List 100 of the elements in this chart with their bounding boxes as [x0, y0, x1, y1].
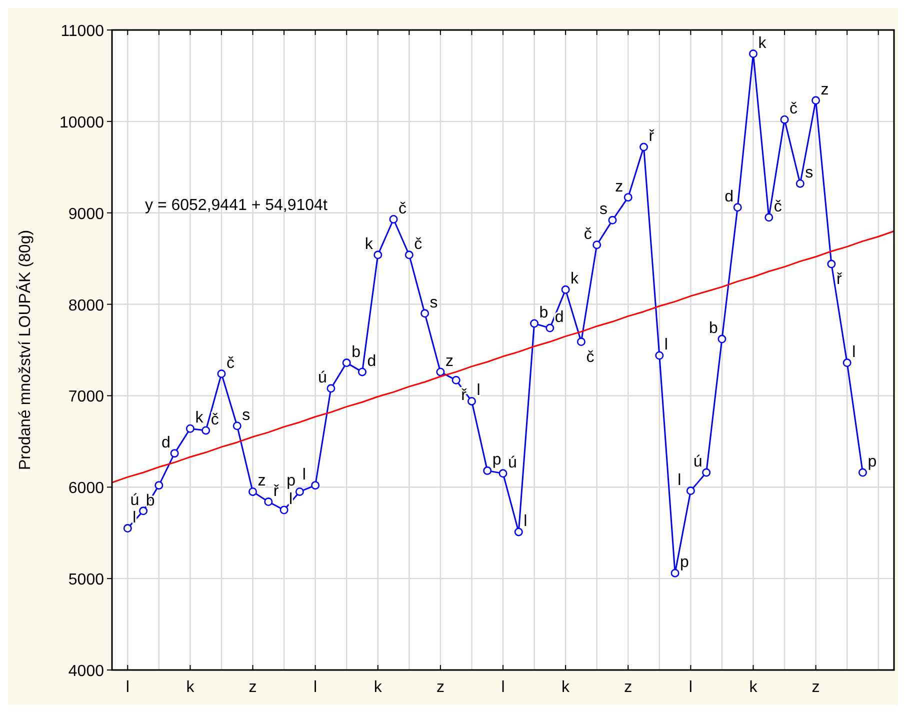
- data-label: d: [367, 352, 376, 370]
- x-tick-label: z: [812, 679, 820, 696]
- data-label: č: [586, 348, 594, 366]
- data-label: k: [570, 270, 580, 288]
- point: [232, 422, 242, 430]
- data-label: ř: [461, 387, 468, 404]
- data-label: p: [680, 554, 690, 572]
- data-label: č: [210, 411, 219, 428]
- data-label: ř: [836, 271, 842, 288]
- x-tick-label: k: [186, 679, 196, 696]
- point: [546, 324, 554, 332]
- y-tick-label: 9000: [68, 206, 104, 223]
- x-tick-label: l: [688, 679, 692, 696]
- data-label: ú: [693, 454, 702, 471]
- point: [280, 506, 288, 514]
- y-tick-label: 11000: [60, 23, 104, 40]
- point: [295, 487, 304, 496]
- y-axis-title: Prodané množství LOUPÁK (80g): [16, 230, 34, 470]
- data-label: b: [539, 304, 548, 322]
- point: [592, 240, 602, 250]
- x-tick-label: k: [562, 679, 571, 696]
- point: [624, 193, 632, 202]
- point: [514, 528, 523, 536]
- point: [858, 468, 867, 477]
- data-label: l: [132, 509, 136, 526]
- point: [686, 486, 695, 496]
- y-tick-label: 4000: [68, 663, 104, 680]
- data-label: s: [242, 406, 250, 424]
- point: [404, 250, 414, 260]
- x-tick-label: z: [436, 679, 444, 696]
- point: [452, 376, 460, 384]
- point: [561, 285, 570, 294]
- point: [530, 319, 539, 328]
- point: [812, 96, 820, 105]
- point: [670, 568, 680, 578]
- point: [202, 426, 210, 435]
- data-label: p: [492, 452, 502, 469]
- x-tick-label: k: [749, 679, 758, 696]
- point: [389, 215, 398, 224]
- data-label: č: [774, 198, 782, 216]
- point: [420, 309, 430, 318]
- data-label: z: [820, 81, 829, 98]
- data-label: č: [790, 100, 798, 118]
- point: [718, 334, 726, 344]
- y-tick-label: 10000: [60, 114, 104, 132]
- point: [342, 358, 351, 368]
- data-label: č: [398, 200, 407, 218]
- data-label: l: [852, 344, 856, 361]
- point: [608, 216, 617, 224]
- point: [655, 351, 664, 360]
- data-label: s: [599, 201, 608, 218]
- point: [170, 449, 179, 458]
- data-label: l: [289, 491, 293, 508]
- point: [842, 358, 852, 368]
- data-label: z: [445, 352, 454, 370]
- data-label: ř: [273, 482, 280, 500]
- data-label: č: [226, 354, 234, 372]
- data-label: s: [430, 294, 438, 312]
- data-label: ú: [318, 369, 327, 386]
- y-tick-label: 7000: [68, 388, 104, 406]
- data-label: b: [352, 344, 361, 361]
- data-label: l: [664, 336, 668, 354]
- point: [827, 260, 836, 268]
- x-tick-label: l: [314, 679, 318, 696]
- data-label: ř: [648, 128, 655, 146]
- x-tick-label: z: [248, 679, 257, 696]
- point: [780, 115, 789, 124]
- point: [374, 250, 382, 260]
- data-label: k: [758, 34, 768, 52]
- data-label: d: [162, 434, 170, 452]
- point: [358, 368, 366, 376]
- data-label: l: [678, 472, 682, 489]
- point: [467, 396, 476, 406]
- point: [326, 384, 336, 393]
- x-tick-label: l: [126, 679, 130, 696]
- data-label: d: [724, 188, 734, 206]
- data-label: č: [414, 236, 422, 253]
- data-label: l: [476, 382, 480, 400]
- point: [640, 142, 648, 152]
- data-label: z: [615, 178, 624, 196]
- point: [248, 487, 258, 496]
- point: [702, 468, 711, 477]
- data-label: k: [364, 236, 374, 253]
- x-tick-label: l: [501, 679, 505, 696]
- y-tick-label: 5000: [68, 572, 104, 589]
- point: [748, 50, 758, 58]
- data-label: ú: [508, 454, 517, 472]
- data-label: k: [195, 410, 204, 427]
- point: [796, 179, 804, 188]
- point: [311, 481, 320, 490]
- point: [264, 498, 273, 506]
- data-label: d: [554, 309, 564, 326]
- y-tick-label: 6000: [68, 480, 104, 498]
- annotation: y = 6052,9441 + 54,9104t: [145, 197, 328, 214]
- point: [154, 481, 164, 490]
- data-label: p: [868, 454, 877, 471]
- point: [576, 338, 586, 346]
- y-tick-label: 8000: [68, 297, 104, 314]
- data-label: p: [286, 472, 296, 490]
- point: [139, 506, 148, 516]
